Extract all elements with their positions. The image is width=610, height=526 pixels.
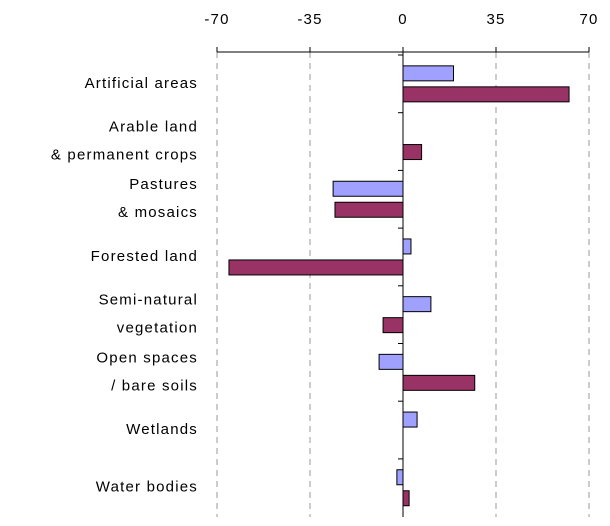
bar [402,411,418,428]
bar [402,296,432,313]
bar [402,144,423,161]
bar [402,238,412,255]
category-label: Forested land [91,248,198,265]
x-tick-label: 0 [398,11,408,28]
category-label: / bare soils [111,377,198,394]
category-label: Water bodies [96,479,198,496]
category-label: Pastures [129,176,198,193]
x-tick-label: 35 [486,11,505,28]
bar [378,353,404,370]
category-label: Arable land [109,119,198,136]
bar [402,86,570,103]
bar [382,317,404,334]
bar [402,374,476,391]
x-tick-label: 70 [579,11,598,28]
category-label: Semi-natural [99,292,198,309]
bar [228,259,404,276]
category-label: Open spaces [96,349,198,366]
bar [334,201,404,218]
bar [396,469,404,486]
bar [402,65,454,82]
category-label: Artificial areas [85,75,198,92]
bar [332,180,404,197]
category-label: & mosaics [118,204,198,221]
bar [402,490,410,507]
x-tick-label: -35 [297,11,322,28]
category-label: & permanent crops [51,147,198,164]
category-label: Wetlands [126,421,198,438]
x-tick-label: -70 [204,11,229,28]
category-label: vegetation [117,320,198,337]
